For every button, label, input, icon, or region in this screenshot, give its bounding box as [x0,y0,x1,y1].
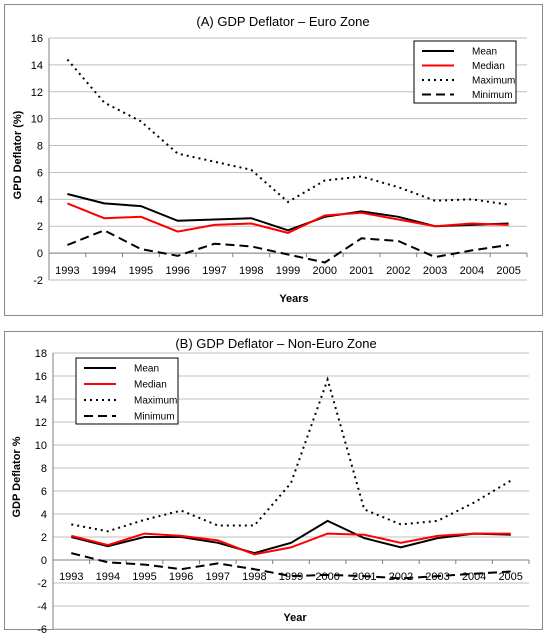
x-tick-label: 1994 [96,571,120,583]
chart-panel-euro-zone: (A) GDP Deflator – Euro Zone -2 0 2 4 6 8 10 12 1… [4,4,543,316]
x-tick-label: 1999 [276,265,300,277]
series-line-minimum [67,229,509,264]
x-tick-label: 2002 [389,571,413,583]
x-tick-label: 2005 [498,571,522,583]
y-tick-label: 2 [41,532,47,544]
y-tick-label: 2 [37,221,43,233]
chart-panel-non-euro-zone: (B) GDP Deflator – Non-Euro Zone -6 -4 -2 0 2… [4,331,543,635]
legend-label: Maximum [472,76,515,87]
x-tick-label: 2004 [460,265,484,277]
x-tick-label: 1994 [92,265,116,277]
y-tick-label: 8 [37,141,43,153]
y-tick-label: 4 [37,194,43,206]
chart-title: (B) GDP Deflator – Non-Euro Zone [175,336,376,351]
legend-label: Minimum [472,90,513,101]
legend-label: Median [472,61,505,72]
y-tick-label: 0 [37,248,43,260]
y-tick-label: 8 [41,463,47,475]
legend-label: Mean [472,47,497,58]
x-tick-label: 1996 [165,265,189,277]
y-tick-label: 6 [41,486,47,498]
y-axis-label: GDP Deflator % [11,436,23,517]
y-tick-label: 10 [35,440,47,452]
x-tick-label: 2000 [315,571,339,583]
y-tick-label: 18 [35,348,47,360]
x-tick-label: 1998 [239,265,263,277]
x-tick-label: 2000 [313,265,337,277]
legend-label: Maximum [134,396,177,407]
y-tick-label: 6 [37,167,43,179]
chart-euro-zone: (A) GDP Deflator – Euro Zone -2 0 2 4 6 8 10 12 1… [12,14,528,305]
y-tick-label: -2 [33,275,43,287]
legend-label: Minimum [134,412,175,423]
x-tick-label: 1993 [55,265,79,277]
x-tick-label: 1995 [132,571,156,583]
y-tick-label: 0 [41,555,47,567]
y-tick-label: 10 [31,114,43,126]
y-tick-label: 14 [35,394,47,406]
y-tick-label: -4 [37,601,47,613]
x-tick-label: 1997 [206,571,230,583]
series-line-mean [71,519,511,555]
series-line-median [71,532,511,556]
y-tick-label: 4 [41,509,47,521]
x-tick-label: 1999 [279,571,303,583]
x-tick-label: 1997 [202,265,226,277]
series-line-median [67,202,509,234]
chart-non-euro-zone: (B) GDP Deflator – Non-Euro Zone -6 -4 -2 0 2… [11,336,530,635]
x-tick-label: 1995 [129,265,153,277]
x-tick-label: 1996 [169,571,193,583]
x-tick-label: 2003 [423,265,447,277]
y-tick-label: 16 [35,371,47,383]
y-tick-label: 12 [35,417,47,429]
legend-label: Median [134,380,167,391]
x-tick-label: 2001 [349,265,373,277]
y-tick-label: -6 [37,624,47,635]
legend-label: Mean [134,364,159,375]
y-tick-label: 16 [31,33,43,45]
x-axis-label: Years [279,293,308,305]
x-tick-label: 1993 [59,571,83,583]
x-tick-label: 1998 [242,571,266,583]
y-tick-label: 14 [31,60,43,72]
x-tick-label: 2002 [386,265,410,277]
y-tick-label: 12 [31,87,43,99]
series-line-minimum [71,552,511,580]
y-axis-label: GPD Deflator (%) [12,110,24,199]
series-line-maximum [66,58,509,206]
x-axis-label: Year [283,612,307,624]
x-tick-label: 2005 [496,265,520,277]
y-tick-label: -2 [37,578,47,590]
chart-title: (A) GDP Deflator – Euro Zone [196,14,369,29]
